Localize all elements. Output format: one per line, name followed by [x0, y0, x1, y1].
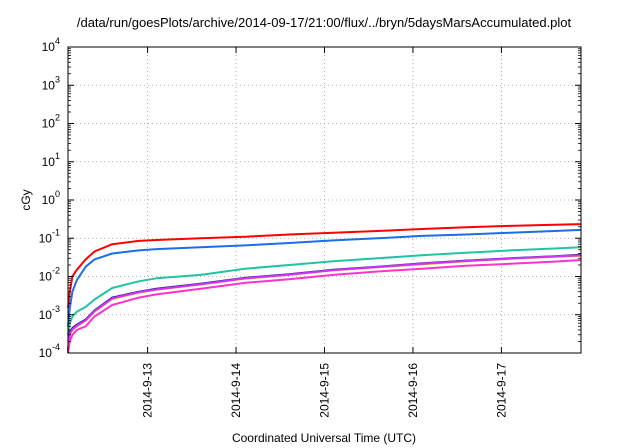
y-tick-base: 10 — [39, 231, 53, 245]
x-axis-label: Coordinated Universal Time (UTC) — [232, 431, 416, 445]
y-tick-base: 10 — [39, 270, 53, 284]
series-line-7 — [67, 259, 582, 354]
y-tick-label: 10-1 — [39, 227, 60, 245]
y-tick-base: 10 — [42, 78, 56, 92]
y-tick-exponent: -4 — [52, 342, 60, 352]
y-tick-base: 10 — [39, 346, 53, 360]
y-tick-base: 10 — [42, 40, 56, 54]
y-tick-exponent: 3 — [55, 74, 60, 84]
axis-ticks — [68, 46, 581, 354]
series-line-1 — [67, 223, 582, 309]
y-tick-label: 102 — [42, 113, 60, 131]
y-axis-label: cGy — [19, 189, 33, 210]
y-tick-label: 104 — [42, 36, 60, 54]
y-tick-base: 10 — [42, 193, 56, 207]
chart-title: /data/run/goesPlots/archive/2014-09-17/2… — [77, 15, 572, 30]
y-tick-exponent: 0 — [55, 189, 60, 199]
y-tick-exponent: -1 — [52, 227, 60, 237]
x-tick-labels: 2014-9-13 2014-9-14 2014-9-15 2014-9-16 2014… — [141, 363, 509, 418]
y-tick-exponent: 2 — [55, 113, 60, 123]
x-tick-label: 2014-9-13 — [141, 363, 155, 418]
y-tick-base: 10 — [42, 155, 56, 169]
series-lines — [67, 223, 582, 354]
series-line-2 — [67, 228, 582, 327]
y-tick-label: 10-2 — [39, 266, 60, 284]
x-tick-label: 2014-9-16 — [406, 363, 420, 418]
y-tick-exponent: 1 — [55, 151, 60, 161]
x-tick-label: 2014-9-14 — [229, 363, 243, 418]
y-tick-base: 10 — [42, 117, 56, 131]
y-tick-exponent: -3 — [52, 304, 60, 314]
y-tick-label: 10-3 — [39, 304, 60, 322]
y-tick-label: 101 — [42, 151, 60, 169]
x-tick-label: 2014-9-15 — [318, 363, 332, 418]
y-tick-exponent: -2 — [52, 266, 60, 276]
series-line-6 — [67, 254, 582, 354]
y-tick-label: 100 — [42, 189, 60, 207]
y-tick-base: 10 — [39, 308, 53, 322]
y-tick-label: 10-4 — [39, 342, 60, 360]
x-tick-label: 2014-9-17 — [494, 363, 508, 418]
y-tick-exponent: 4 — [55, 36, 60, 46]
series-line-3 — [67, 246, 582, 335]
y-tick-label: 103 — [42, 74, 60, 92]
grid — [68, 47, 581, 353]
